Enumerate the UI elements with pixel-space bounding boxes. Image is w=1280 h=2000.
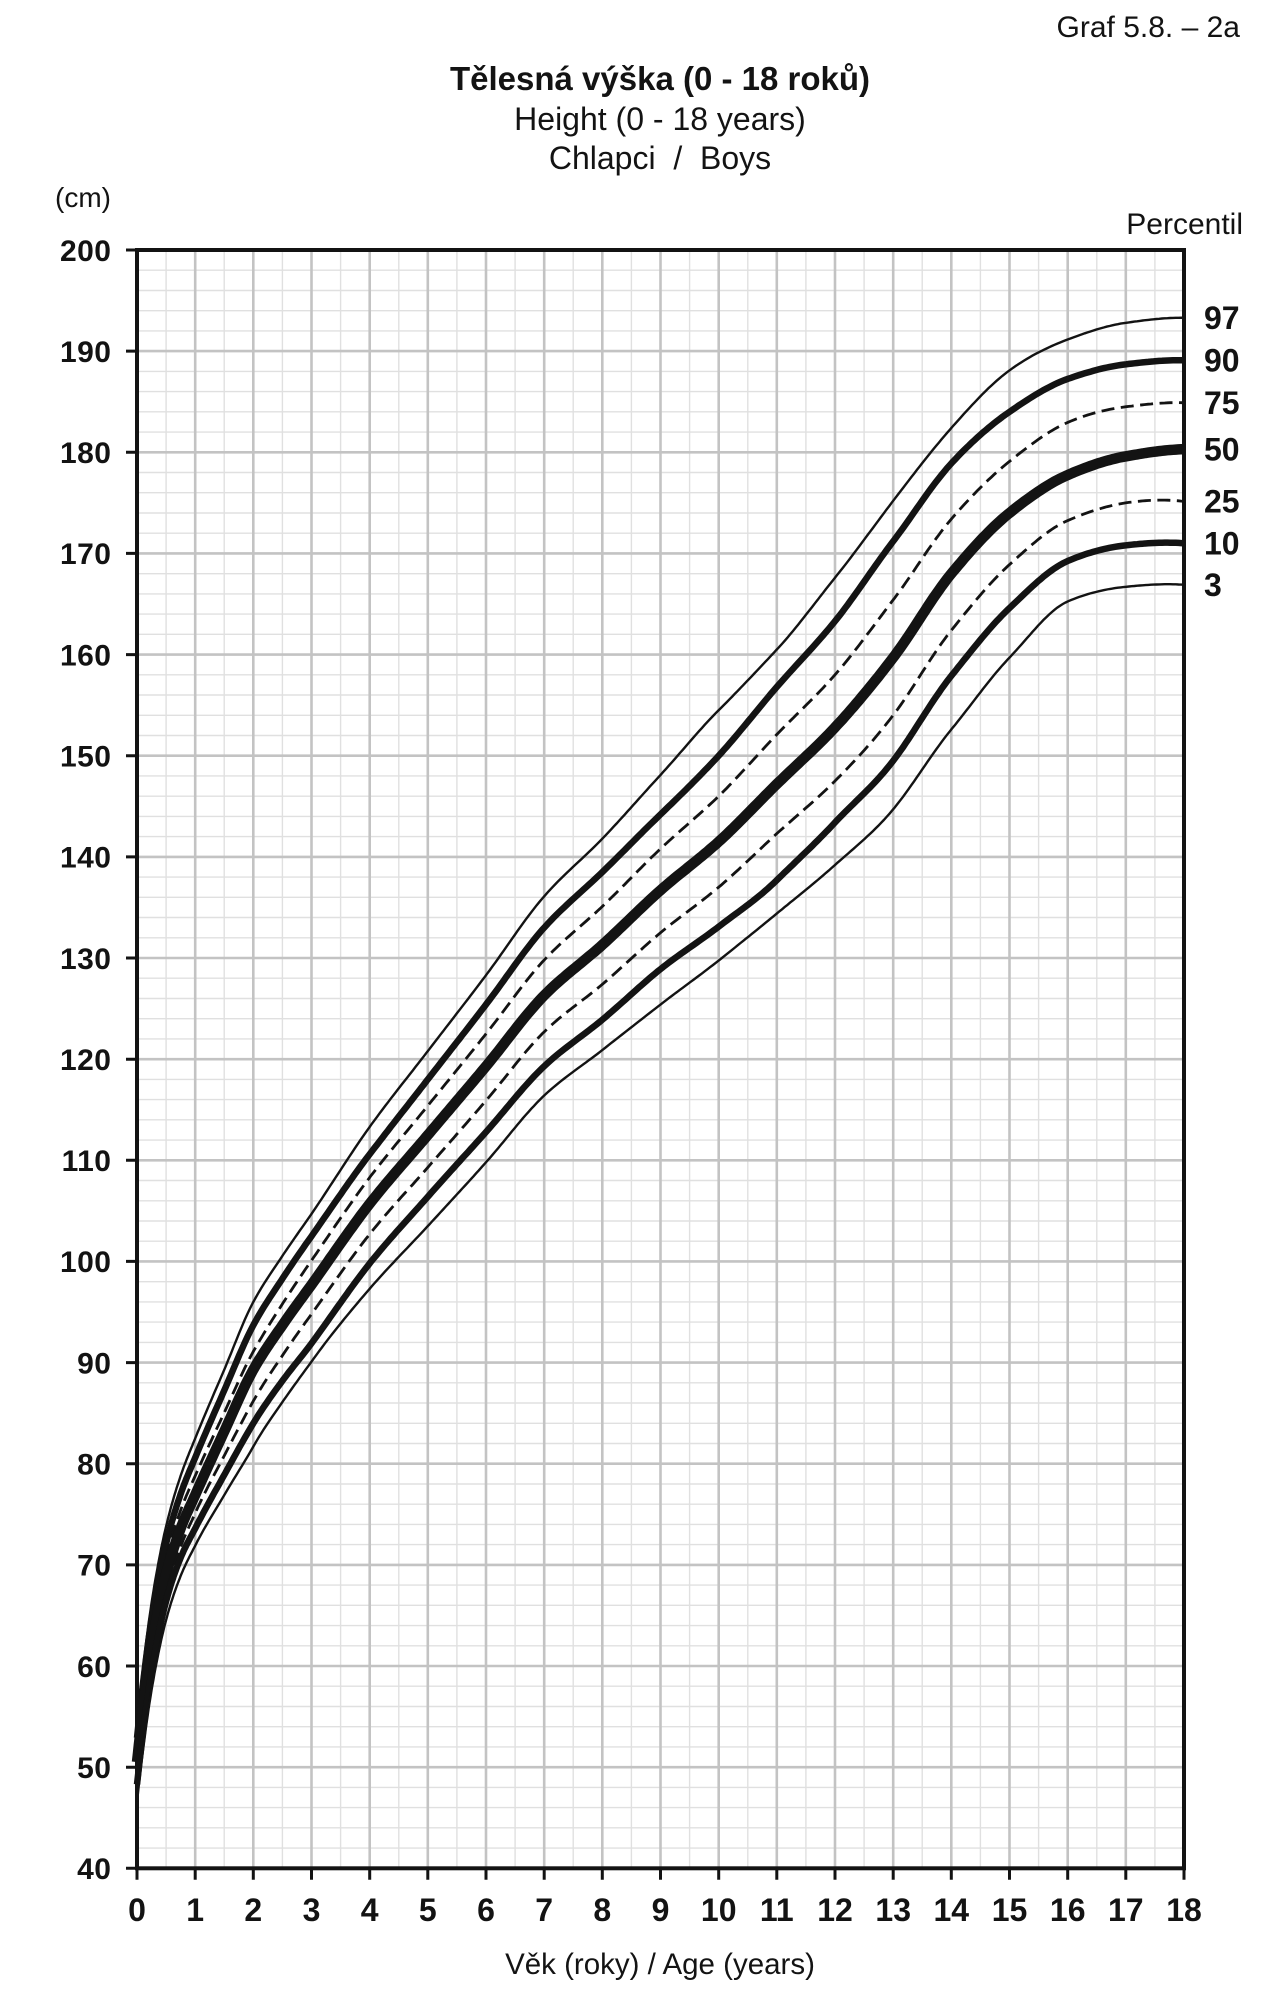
svg-text:150: 150 [60,741,112,774]
svg-text:1: 1 [186,1892,204,1928]
svg-text:Tělesná výška (0 - 18 roků): Tělesná výška (0 - 18 roků) [450,60,870,97]
svg-text:4: 4 [361,1892,379,1928]
svg-text:3: 3 [1204,567,1222,603]
svg-text:6: 6 [477,1892,495,1928]
svg-text:97: 97 [1204,300,1240,336]
svg-text:17: 17 [1108,1892,1144,1928]
svg-text:Chlapci / Boys: Chlapci / Boys [549,140,771,176]
svg-text:110: 110 [62,1145,112,1178]
svg-text:3: 3 [303,1892,321,1928]
svg-text:(cm): (cm) [55,182,111,213]
svg-text:10: 10 [1204,526,1240,562]
svg-text:25: 25 [1204,484,1240,520]
svg-text:2: 2 [244,1892,262,1928]
svg-text:200: 200 [60,235,112,268]
svg-text:120: 120 [60,1044,112,1077]
svg-text:90: 90 [77,1347,111,1380]
svg-text:75: 75 [1204,385,1240,421]
svg-text:13: 13 [875,1892,911,1928]
svg-text:11: 11 [760,1892,794,1928]
svg-text:170: 170 [60,538,112,571]
svg-text:14: 14 [934,1892,970,1928]
svg-text:90: 90 [1204,343,1240,379]
svg-text:18: 18 [1166,1892,1202,1928]
svg-text:15: 15 [992,1892,1028,1928]
svg-text:50: 50 [1204,432,1240,468]
svg-text:190: 190 [60,336,112,369]
svg-text:9: 9 [652,1892,670,1928]
svg-text:70: 70 [77,1550,111,1583]
svg-text:130: 130 [60,943,112,976]
svg-text:80: 80 [77,1449,111,1482]
svg-text:160: 160 [60,639,112,672]
svg-text:Věk (roky) / Age (years): Věk (roky) / Age (years) [505,1948,815,1981]
svg-text:60: 60 [77,1651,111,1684]
svg-text:10: 10 [701,1892,737,1928]
svg-text:5: 5 [419,1892,437,1928]
svg-text:Percentil: Percentil [1126,208,1243,241]
svg-text:0: 0 [128,1892,146,1928]
svg-text:40: 40 [77,1853,111,1886]
svg-text:100: 100 [60,1246,112,1279]
svg-text:Graf 5.8. – 2a: Graf 5.8. – 2a [1057,11,1241,44]
svg-text:140: 140 [60,842,112,875]
svg-text:7: 7 [535,1892,553,1928]
svg-text:Height (0 - 18 years): Height (0 - 18 years) [514,101,806,137]
svg-text:8: 8 [593,1892,611,1928]
svg-text:50: 50 [77,1752,111,1785]
svg-text:180: 180 [60,437,112,470]
svg-text:16: 16 [1050,1892,1086,1928]
svg-text:12: 12 [817,1892,853,1928]
